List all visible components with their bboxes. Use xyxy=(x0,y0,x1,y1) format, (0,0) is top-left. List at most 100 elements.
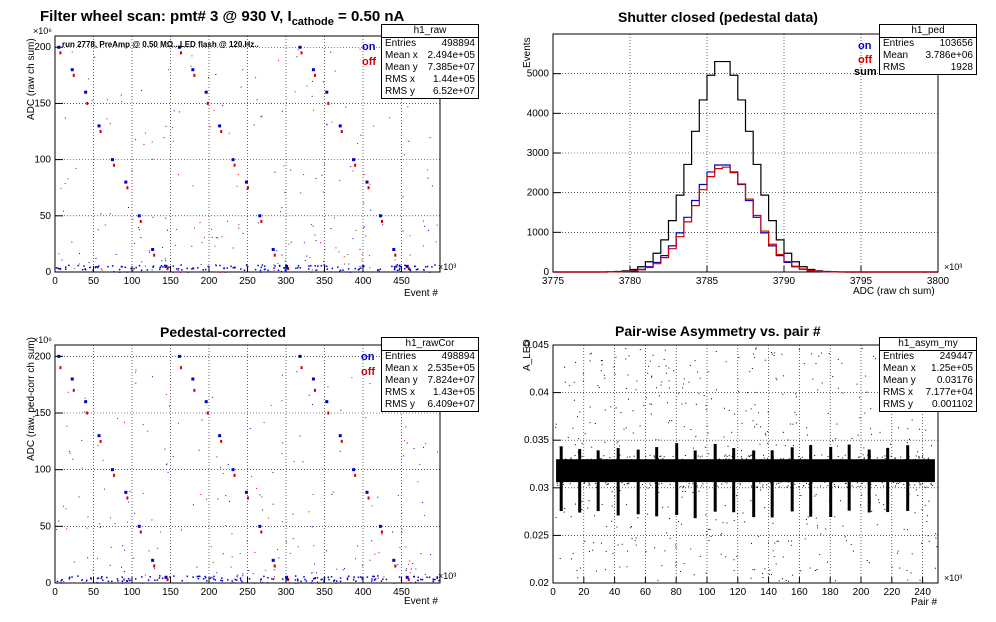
baseline-point xyxy=(395,265,397,268)
scatter-point xyxy=(668,387,670,389)
band-edge-point xyxy=(909,484,911,486)
scatter-point xyxy=(694,360,696,362)
baseline-point xyxy=(181,579,184,582)
band-edge-point xyxy=(582,472,584,474)
asym-xlabel: Pair # xyxy=(911,597,938,608)
baseline-point xyxy=(95,266,97,268)
scatter-point xyxy=(671,420,673,422)
scatter-point xyxy=(616,526,618,528)
y-tick-label: 200 xyxy=(34,351,51,362)
band-edge-point xyxy=(583,482,585,484)
scatter-point xyxy=(754,458,756,460)
baseline-point xyxy=(135,266,138,269)
baseline-point xyxy=(342,269,344,271)
band-edge-point xyxy=(832,468,834,470)
scatter-point xyxy=(772,522,774,524)
baseline-point xyxy=(263,265,266,267)
band-edge-point xyxy=(922,454,924,456)
scatter-point xyxy=(639,425,641,427)
data-point-on xyxy=(57,45,61,49)
band-edge-point xyxy=(621,467,623,469)
scatter-point xyxy=(815,569,817,571)
band-edge-point xyxy=(812,461,814,463)
scatter-point xyxy=(759,489,761,491)
scatter-point xyxy=(255,77,257,79)
scatter-point xyxy=(240,86,242,88)
band-edge-point xyxy=(745,458,747,460)
scatter-point xyxy=(270,404,272,406)
scatter-point xyxy=(409,560,411,562)
scatter-point xyxy=(260,271,262,273)
band-edge-point xyxy=(760,480,762,482)
band-edge-point xyxy=(856,482,858,484)
band-edge-point xyxy=(557,484,559,486)
band-edge-point xyxy=(910,461,912,463)
page-title-main: Filter wheel scan: pmt# 3 @ 930 V, I xyxy=(40,8,292,25)
x-tick-label: 250 xyxy=(239,587,256,598)
data-point-on xyxy=(124,490,128,494)
baseline-point xyxy=(77,264,79,267)
band-edge-point xyxy=(662,478,664,480)
scatter-point xyxy=(261,115,263,117)
scatter-point xyxy=(267,582,269,584)
baseline-point xyxy=(204,575,206,578)
scatter-point xyxy=(378,552,380,554)
band-edge-point xyxy=(650,484,652,486)
band-edge-point xyxy=(731,456,733,458)
scatter-point xyxy=(234,582,236,584)
scatter-point xyxy=(103,488,105,490)
asym-x-multiplier: ×10³ xyxy=(944,573,963,583)
baseline-point xyxy=(206,580,208,582)
scatter-point xyxy=(588,500,590,502)
scatter-point xyxy=(851,437,853,439)
scatter-point xyxy=(800,570,802,572)
stats-row: RMS x 7.177e+04 xyxy=(883,387,973,398)
scatter-point xyxy=(297,546,299,548)
y-tick-label: 3000 xyxy=(527,148,550,159)
scatter-point xyxy=(285,541,287,543)
scatter-point xyxy=(72,458,74,460)
band-edge-point xyxy=(696,485,698,487)
scatter-point xyxy=(658,366,660,368)
band-edge-point xyxy=(894,463,896,465)
scatter-point xyxy=(807,516,809,518)
baseline-point xyxy=(405,265,407,267)
scatter-point xyxy=(170,270,172,272)
band-edge-point xyxy=(686,477,688,479)
scatter-point xyxy=(832,440,834,442)
data-point-off xyxy=(246,186,249,190)
data-point-off xyxy=(327,101,330,105)
baseline-point xyxy=(90,578,92,580)
stats-row: Mean y 7.385e+07 xyxy=(385,62,475,73)
data-point-off xyxy=(313,388,316,392)
raw-stats-box: h1_raw Entries 498894 Mean x 2.494e+05 Mea… xyxy=(381,24,479,99)
scatter-point xyxy=(820,463,822,465)
scatter-point xyxy=(559,446,561,448)
scatter-point xyxy=(692,491,694,493)
scatter-point xyxy=(403,440,405,442)
baseline-point xyxy=(357,576,360,579)
scatter-point xyxy=(787,439,789,441)
band-edge-point xyxy=(857,485,859,487)
scatter-point xyxy=(667,506,669,508)
scatter-point xyxy=(422,245,424,247)
baseline-point xyxy=(89,266,91,269)
scatter-point xyxy=(273,264,275,266)
band-edge-point xyxy=(921,467,923,469)
baseline-point xyxy=(158,577,161,579)
scatter-point xyxy=(610,406,612,408)
ped-stats-title: h1_ped xyxy=(880,25,976,38)
baseline-point xyxy=(333,580,335,582)
band-edge-point xyxy=(608,459,610,461)
scatter-point xyxy=(222,553,224,555)
baseline-point xyxy=(434,264,436,266)
scatter-point xyxy=(172,456,174,458)
baseline-point xyxy=(315,269,317,271)
baseline-point xyxy=(260,578,262,581)
scatter-point xyxy=(815,363,817,365)
data-point-off xyxy=(193,388,196,392)
scatter-point xyxy=(253,124,255,126)
data-point-on xyxy=(137,524,141,528)
scatter-point xyxy=(165,125,167,127)
baseline-point xyxy=(370,580,373,582)
